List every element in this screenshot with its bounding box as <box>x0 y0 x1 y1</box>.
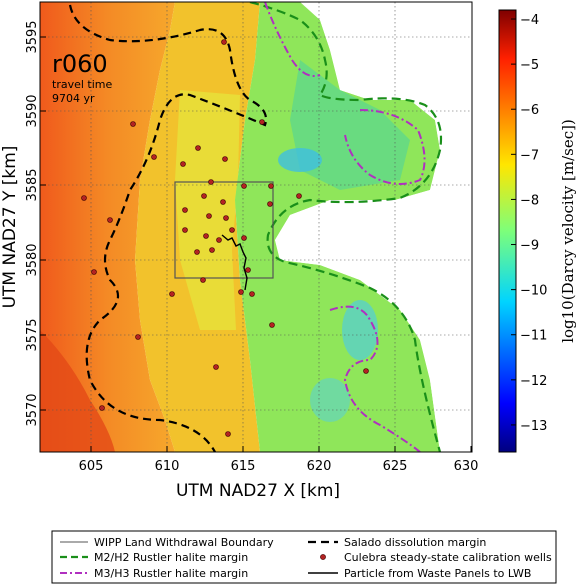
y-axis-label: UTM NAD27 Y [km] <box>0 146 20 309</box>
legend-label-m3h3: M3/H3 Rustler halite margin <box>94 567 248 580</box>
southwest-pocket <box>40 330 115 452</box>
colorbar-gradient <box>498 9 517 453</box>
y-tick-label: 3570 <box>25 393 40 426</box>
colorbar-tick-label: −9 <box>520 239 539 254</box>
travel-time-label: travel time <box>52 78 112 91</box>
y-tick-label: 3585 <box>25 168 40 201</box>
m3h3-halite-margin <box>264 2 426 452</box>
x-axis: 605 610 615 620 625 630 UTM NAD27 X [km] <box>79 446 479 501</box>
colorbar-tick-label: −7 <box>520 148 539 163</box>
colorbar-tick-label: −10 <box>520 284 547 299</box>
colorbar-tick-label: −12 <box>520 374 547 389</box>
colorbar-ticks: −4 −5 −6 −7 −8 −9 −10 −11 −12 −13 <box>511 13 547 434</box>
colorbar: −4 −5 −6 −7 −8 −9 −10 −11 −12 −13 log10(Darcy vel… <box>498 9 577 453</box>
legend-label-wells: Culebra steady-state calibration wells <box>344 551 552 564</box>
west-region <box>40 2 175 452</box>
low-velocity-patch-1 <box>278 148 322 172</box>
x-tick-label: 625 <box>383 459 408 474</box>
legend-frame <box>51 530 557 584</box>
legend: WIPP Land Withdrawal Boundary Salado dis… <box>51 530 557 584</box>
x-tick-label: 610 <box>155 459 180 474</box>
particle-path <box>221 234 248 291</box>
plot-frame <box>39 1 473 453</box>
low-velocity-patch-3 <box>310 378 350 422</box>
legend-label-salado: Salado dissolution margin <box>344 536 486 549</box>
legend-label-lwb: WIPP Land Withdrawal Boundary <box>94 536 274 549</box>
x-tick-label: 605 <box>79 459 104 474</box>
outside-domain-east <box>275 2 472 452</box>
x-axis-label: UTM NAD27 X [km] <box>176 481 340 501</box>
travel-time-value: 9704 yr <box>52 92 95 105</box>
salado-dissolution-margin <box>68 4 268 452</box>
legend-label-particle: Particle from Waste Panels to LWB <box>344 567 531 580</box>
wipp-land-withdrawal-boundary <box>174 181 274 279</box>
y-tick-label: 3580 <box>25 243 40 276</box>
y-tick-label: 3595 <box>25 20 40 53</box>
x-tick-label: 620 <box>307 459 332 474</box>
colorbar-tick-label: −5 <box>520 58 539 73</box>
x-tick-label: 630 <box>454 459 479 474</box>
colorbar-tick-label: −13 <box>520 419 547 434</box>
east-region <box>235 2 440 452</box>
grid <box>40 2 472 452</box>
transition-inner <box>175 90 240 330</box>
y-tick-label: 3575 <box>25 318 40 351</box>
map-plot: r060 travel time 9704 yr <box>40 2 472 452</box>
legend-swatch-wells <box>320 554 326 560</box>
y-axis: 3570 3575 3580 3585 3590 3595 UTM NAD27 … <box>0 20 46 427</box>
run-label: r060 <box>52 50 108 78</box>
y-tick-label: 3590 <box>25 94 40 127</box>
colorbar-tick-label: −6 <box>520 103 539 118</box>
x-tick-label: 615 <box>231 459 256 474</box>
m2h2-halite-margin <box>249 2 443 452</box>
colorbar-tick-label: −8 <box>520 193 539 208</box>
colorbar-tick-label: −11 <box>520 329 547 344</box>
colorbar-tick-label: −4 <box>520 13 539 28</box>
colorbar-label: log10(Darcy velocity [m/sec]) <box>559 119 577 343</box>
low-velocity-patch-2 <box>342 300 378 360</box>
calibration-wells <box>81 39 369 437</box>
legend-label-m2h2: M2/H2 Rustler halite margin <box>94 551 248 564</box>
